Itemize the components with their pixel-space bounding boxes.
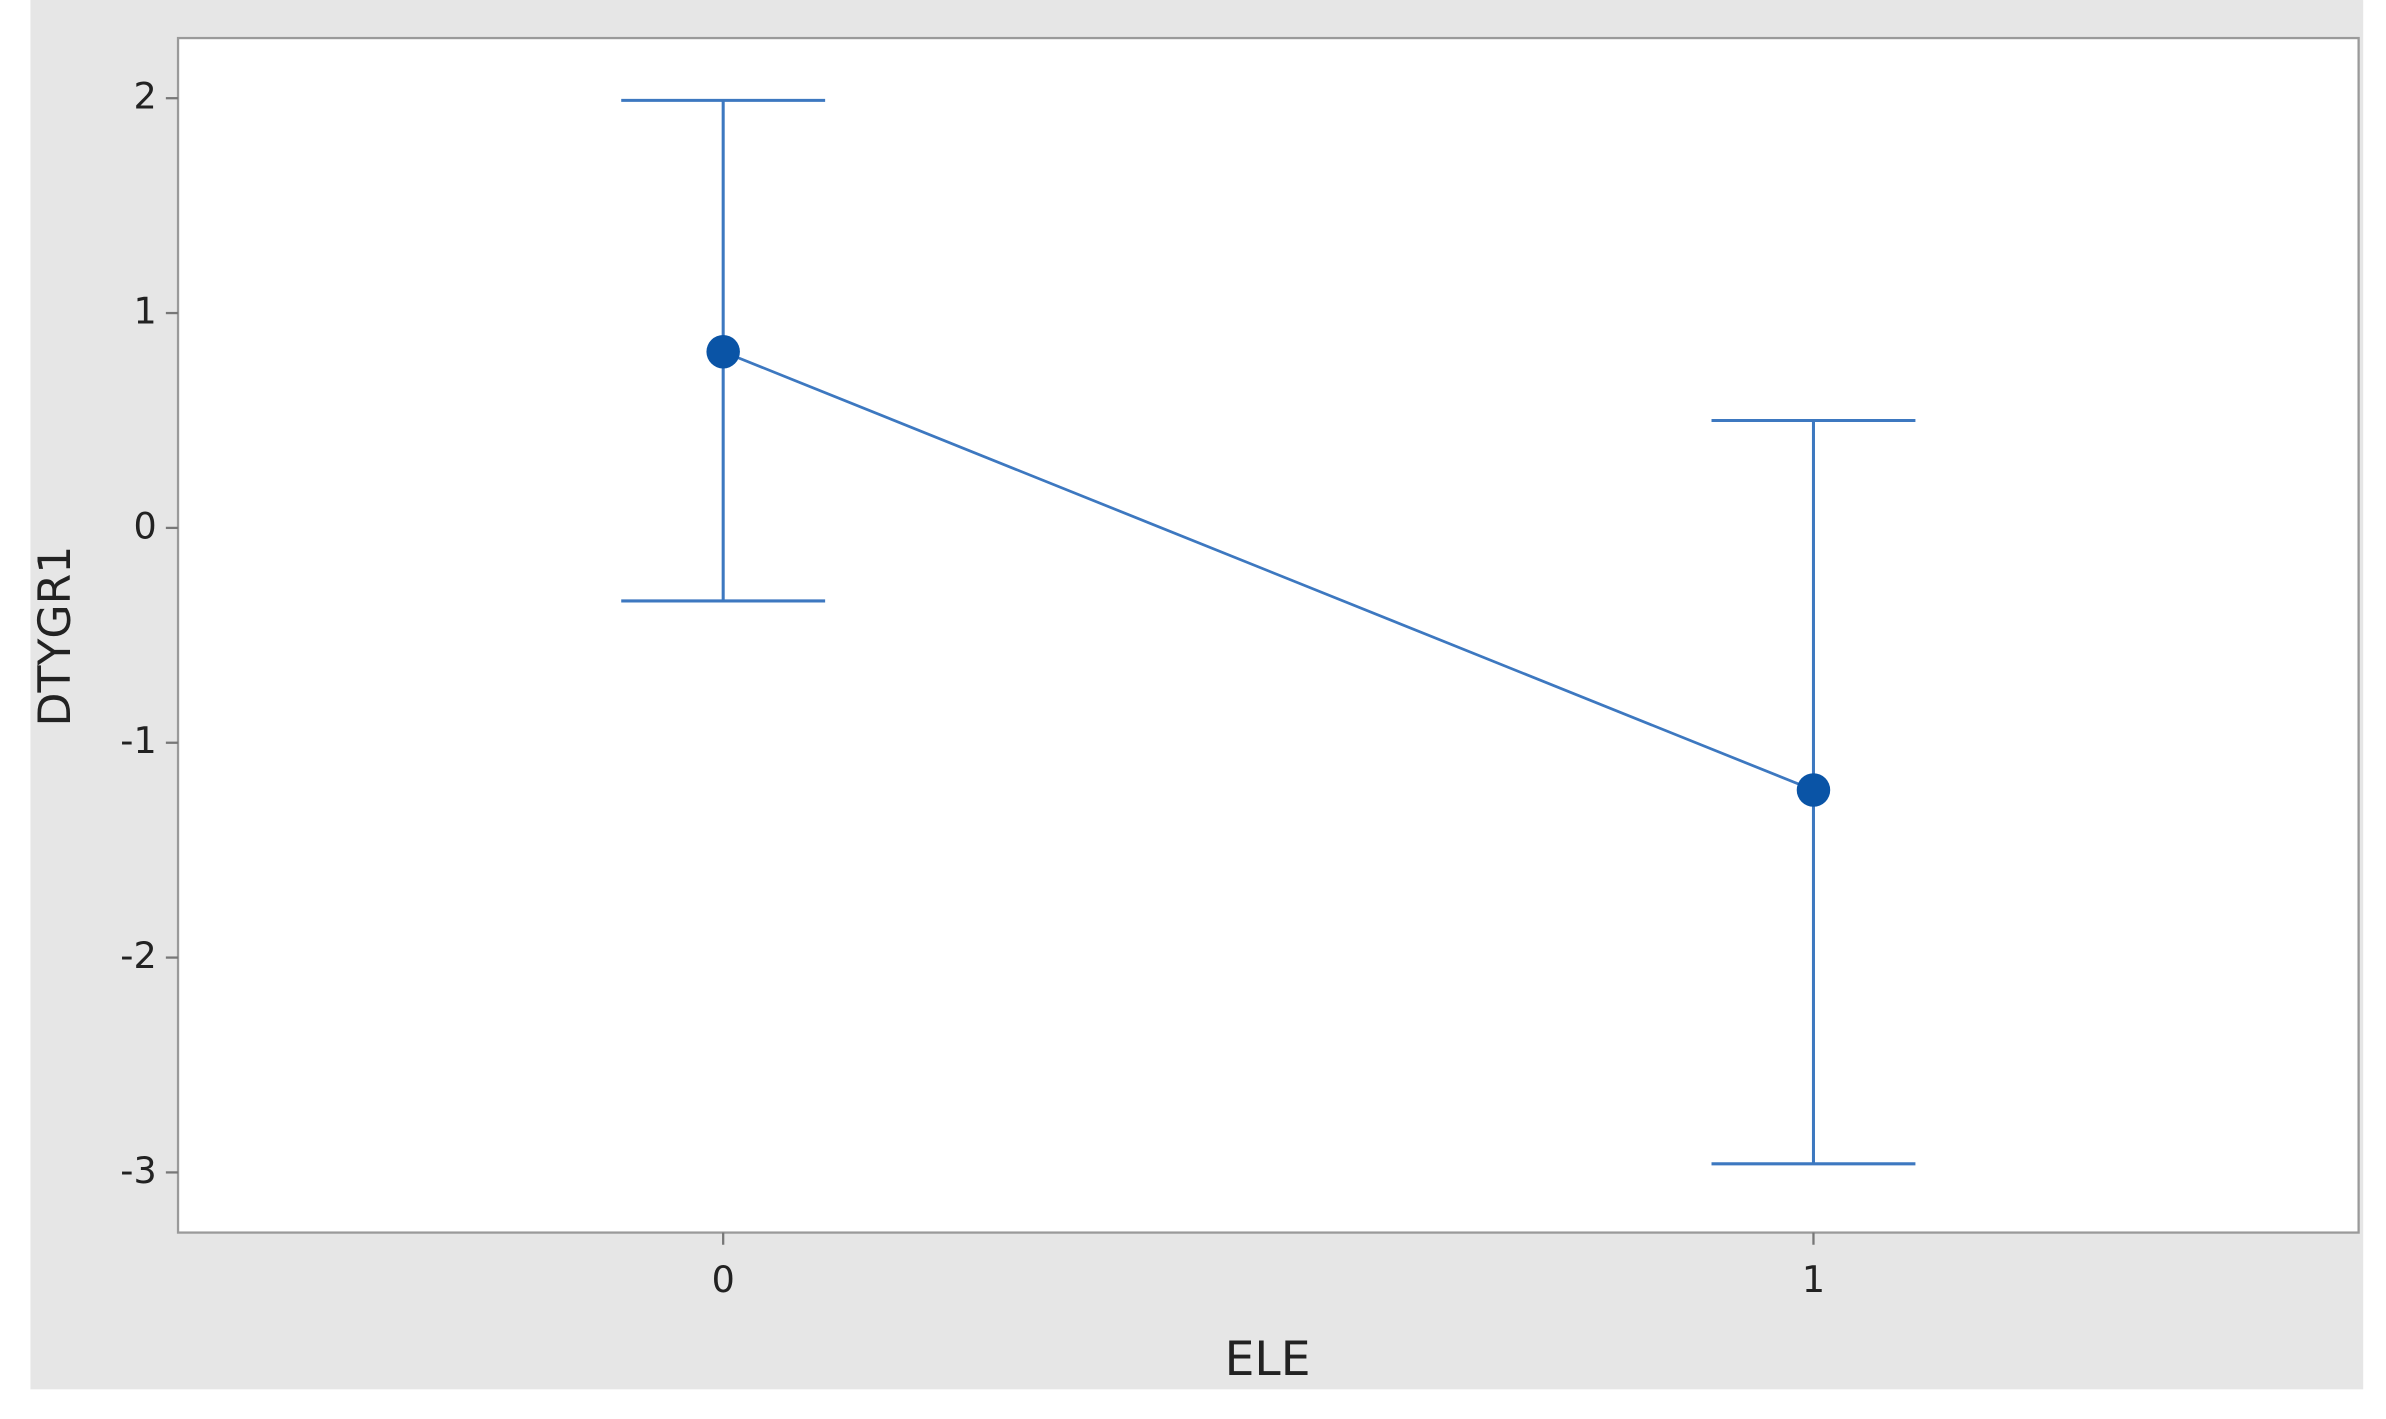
y-tick-label: 1 [133,290,156,333]
plot-area [176,36,2360,1234]
y-tick-label: -1 [120,719,156,762]
y-tick-label: -2 [120,934,156,977]
y-tick-label: 0 [133,504,156,547]
mean-point [1796,773,1831,807]
x-tick-label: 1 [1802,1258,1825,1301]
y-tick-label: 2 [133,75,156,118]
x-axis-label: ELE [1225,1332,1311,1387]
y-tick-label: -3 [120,1149,156,1192]
y-axis-label: DTYGR1 [30,546,81,727]
mean-line [722,350,1814,792]
mean-point [706,334,740,369]
x-tick-label: 0 [712,1258,735,1301]
